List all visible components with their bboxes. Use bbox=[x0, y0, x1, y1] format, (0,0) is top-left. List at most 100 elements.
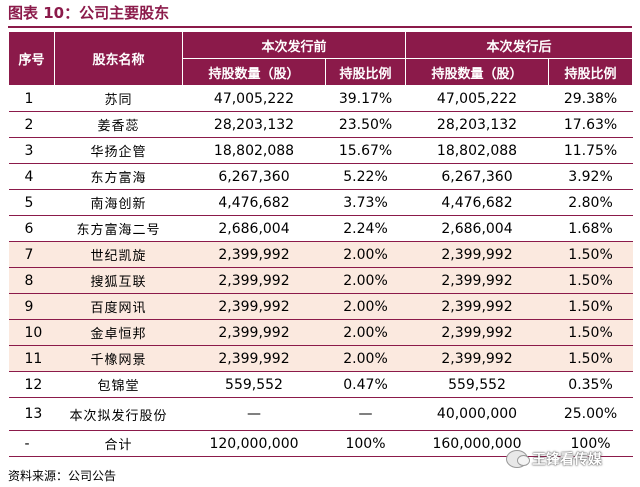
table-row: 3 华扬企管 18,802,088 15.67% 18,802,088 11.75% bbox=[8, 137, 633, 164]
cell-shares-after: 559,552 bbox=[405, 371, 549, 398]
cell-ratio-before: 5.22% bbox=[325, 163, 406, 190]
cell-ratio-before: 15.67% bbox=[325, 137, 406, 164]
cell-seq: 1 bbox=[8, 85, 55, 112]
cell-name: 姜香蕊 bbox=[54, 111, 183, 138]
table-row: 4 东方富海 6,267,360 5.22% 6,267,360 3.92% bbox=[8, 163, 633, 190]
cell-ratio-before: — bbox=[325, 397, 406, 431]
cell-ratio-before: 2.00% bbox=[325, 241, 406, 268]
cell-shares-after: 28,203,132 bbox=[405, 111, 549, 138]
cell-seq: 11 bbox=[8, 345, 55, 372]
cell-seq: 7 bbox=[8, 241, 55, 268]
cell-ratio-before: 2.00% bbox=[325, 267, 406, 294]
cell-seq: 6 bbox=[8, 215, 55, 242]
cell-name: 苏同 bbox=[54, 85, 183, 112]
cell-ratio-before: 100% bbox=[325, 430, 406, 457]
cell-ratio-before: 3.73% bbox=[325, 189, 406, 216]
table-row: 13 本次拟发行股份 — —40,000,000 25.00% bbox=[8, 397, 633, 431]
cell-seq: 13 bbox=[8, 397, 55, 431]
cell-shares-after: 18,802,088 bbox=[405, 137, 549, 164]
cell-seq: 9 bbox=[8, 293, 55, 320]
cell-shares-after: 2,399,992 bbox=[405, 319, 549, 346]
cell-ratio-before: 2.24% bbox=[325, 215, 406, 242]
title-divider bbox=[8, 26, 632, 28]
cell-shares-after: 2,399,992 bbox=[405, 241, 549, 268]
cell-ratio-before: 2.00% bbox=[325, 345, 406, 372]
cell-name: 合计 bbox=[54, 430, 183, 457]
cell-shares-after: 47,005,222 bbox=[405, 85, 549, 112]
source-note: 资料来源：公司公告 bbox=[8, 469, 117, 483]
cell-shares-before: 2,399,992 bbox=[182, 319, 326, 346]
cell-ratio-after: 3.92% bbox=[548, 163, 633, 190]
cell-name: 东方富海二号 bbox=[54, 215, 183, 242]
cell-ratio-after: 100% bbox=[548, 430, 633, 457]
cell-ratio-after: 11.75% bbox=[548, 137, 633, 164]
cell-shares-after: 6,267,360 bbox=[405, 163, 549, 190]
cell-shares-before: 2,399,992 bbox=[182, 267, 326, 294]
table-row: 7 世纪凯旋 2,399,992 2.00% 2,399,992 1.50% bbox=[8, 241, 633, 268]
cell-seq: 12 bbox=[8, 371, 55, 398]
header-ratio-before: 持股比例 bbox=[324, 58, 407, 86]
cell-shares-before: 2,399,992 bbox=[182, 345, 326, 372]
cell-ratio-after: 1.68% bbox=[548, 215, 633, 242]
cell-ratio-after: 1.50% bbox=[548, 267, 633, 294]
cell-ratio-before: 0.47% bbox=[325, 371, 406, 398]
table-body: 1 苏同 47,005,222 39.17% 47,005,222 29.38% 2 姜香蕊 2… bbox=[8, 85, 633, 457]
cell-shares-after: 4,476,682 bbox=[405, 189, 549, 216]
cell-name: 百度网讯 bbox=[54, 293, 183, 320]
cell-seq: 4 bbox=[8, 163, 55, 190]
cell-ratio-after: 1.50% bbox=[548, 241, 633, 268]
cell-shares-before: 559,552 bbox=[182, 371, 326, 398]
cell-name: 搜狐互联 bbox=[54, 267, 183, 294]
cell-shares-after: 2,399,992 bbox=[405, 293, 549, 320]
cell-ratio-after: 1.50% bbox=[548, 293, 633, 320]
cell-seq: 5 bbox=[8, 189, 55, 216]
cell-name: 华扬企管 bbox=[54, 137, 183, 164]
cell-seq: - bbox=[8, 430, 55, 457]
cell-name: 金卓恒邦 bbox=[54, 319, 183, 346]
cell-shares-before: 6,267,360 bbox=[182, 163, 326, 190]
cell-ratio-after: 1.50% bbox=[548, 319, 633, 346]
cell-name: 千橡网景 bbox=[54, 345, 183, 372]
cell-ratio-after: 25.00% bbox=[548, 397, 633, 431]
cell-ratio-after: 17.63% bbox=[548, 111, 633, 138]
watermark: 王锋看传媒 bbox=[506, 449, 602, 469]
cell-shares-after: 40,000,000 bbox=[405, 397, 549, 431]
cell-shares-before: 2,399,992 bbox=[182, 241, 326, 268]
header-shares-after: 持股数量（股） bbox=[405, 58, 550, 86]
cell-name: 东方富海 bbox=[54, 163, 183, 190]
table-row: 6 东方富海二号 2,686,004 2.24% 2,686,004 1.68% bbox=[8, 215, 633, 242]
cell-ratio-after: 1.50% bbox=[548, 345, 633, 372]
cell-shares-before: 120,000,000 bbox=[182, 430, 326, 457]
wechat-icon bbox=[506, 450, 530, 468]
header-name: 股东名称 bbox=[54, 31, 183, 86]
table-row: 8 搜狐互联 2,399,992 2.00% 2,399,992 1.50% bbox=[8, 267, 633, 294]
cell-ratio-after: 29.38% bbox=[548, 85, 633, 112]
figure-title: 图表 10：公司主要股东 bbox=[8, 4, 170, 22]
header-seq: 序号 bbox=[8, 31, 55, 86]
cell-name: 世纪凯旋 bbox=[54, 241, 183, 268]
cell-shares-before: 18,802,088 bbox=[182, 137, 326, 164]
cell-shares-before: — bbox=[182, 397, 326, 431]
cell-shares-after: 2,399,992 bbox=[405, 345, 549, 372]
cell-seq: 3 bbox=[8, 137, 55, 164]
cell-shares-before: 28,203,132 bbox=[182, 111, 326, 138]
table-row: 5 南海创新 4,476,682 3.73% 4,476,682 2.80% bbox=[8, 189, 633, 216]
cell-shares-after: 2,399,992 bbox=[405, 267, 549, 294]
cell-name: 包锦堂 bbox=[54, 371, 183, 398]
cell-shares-before: 2,399,992 bbox=[182, 293, 326, 320]
table-row: 9 百度网讯 2,399,992 2.00% 2,399,992 1.50% bbox=[8, 293, 633, 320]
cell-ratio-before: 2.00% bbox=[325, 319, 406, 346]
header-after: 本次发行后 bbox=[405, 31, 634, 59]
cell-ratio-before: 23.50% bbox=[325, 111, 406, 138]
cell-name: 南海创新 bbox=[54, 189, 183, 216]
cell-seq: 2 bbox=[8, 111, 55, 138]
cell-ratio-before: 39.17% bbox=[325, 85, 406, 112]
table-row: 2 姜香蕊 28,203,132 23.50% 28,203,132 17.63% bbox=[8, 111, 633, 138]
table-row: 12 包锦堂 559,552 0.47% 559,552 0.35% bbox=[8, 371, 633, 398]
watermark-text: 王锋看传媒 bbox=[532, 452, 602, 468]
cell-seq: 10 bbox=[8, 319, 55, 346]
cell-shares-before: 2,686,004 bbox=[182, 215, 326, 242]
cell-name: 本次拟发行股份 bbox=[54, 397, 183, 431]
cell-seq: 8 bbox=[8, 267, 55, 294]
shareholders-table: 序号 股东名称 本次发行前 本次发行后 持股数量（股） 持股比例 持股数量（股）… bbox=[8, 31, 634, 457]
